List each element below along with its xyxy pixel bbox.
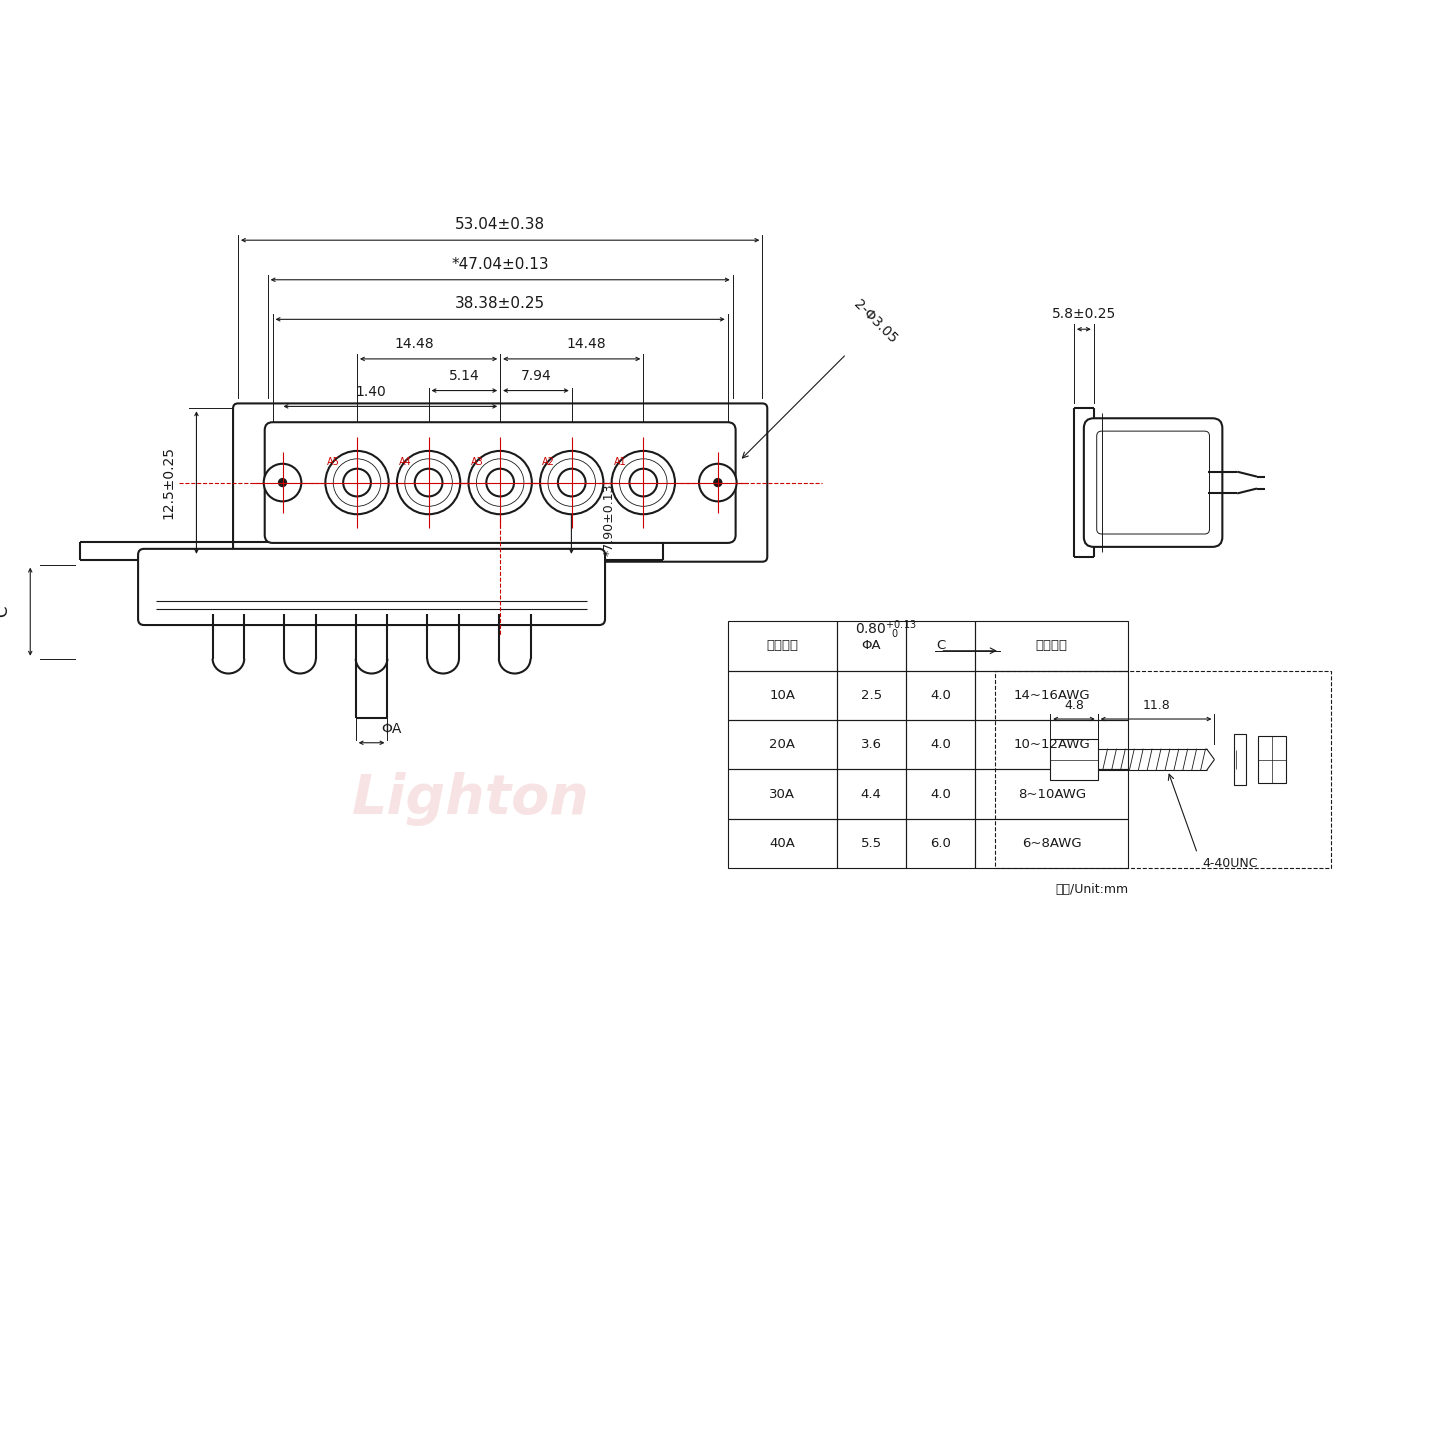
Bar <box>906 671 975 720</box>
Bar <box>906 621 975 671</box>
Text: $0.80^{+0.13}_{\ \ 0}$: $0.80^{+0.13}_{\ \ 0}$ <box>855 618 917 641</box>
Circle shape <box>278 478 287 487</box>
Text: 2.5: 2.5 <box>861 688 881 701</box>
Text: 5.5: 5.5 <box>861 837 881 850</box>
Bar <box>727 621 837 671</box>
Text: *47.04±0.13: *47.04±0.13 <box>451 256 549 272</box>
Text: 5.14: 5.14 <box>449 369 480 383</box>
Text: 4.0: 4.0 <box>930 688 950 701</box>
Text: 7.94: 7.94 <box>521 369 552 383</box>
Text: 10A: 10A <box>769 688 795 701</box>
FancyBboxPatch shape <box>138 549 605 625</box>
Bar <box>837 621 906 671</box>
Bar <box>727 769 837 819</box>
Text: ΦA: ΦA <box>382 721 402 736</box>
Text: 8~10AWG: 8~10AWG <box>1018 788 1086 801</box>
Text: ΦA: ΦA <box>861 639 881 652</box>
Circle shape <box>264 464 301 501</box>
Bar <box>906 769 975 819</box>
Bar <box>1234 734 1246 785</box>
Bar <box>975 819 1129 868</box>
Text: A4: A4 <box>399 456 412 467</box>
Bar <box>1050 739 1097 780</box>
Text: 额定电流: 额定电流 <box>766 639 798 652</box>
Text: A5: A5 <box>327 456 340 467</box>
Text: 1.40: 1.40 <box>356 386 386 399</box>
FancyBboxPatch shape <box>233 403 768 562</box>
Bar <box>906 720 975 769</box>
Text: 5.8±0.25: 5.8±0.25 <box>1051 307 1116 321</box>
Bar <box>837 671 906 720</box>
Bar <box>995 671 1331 868</box>
Text: 11.8: 11.8 <box>1142 698 1169 713</box>
Text: 4-40UNC: 4-40UNC <box>1202 857 1259 870</box>
FancyBboxPatch shape <box>265 422 736 543</box>
Text: C: C <box>936 639 945 652</box>
Text: 53.04±0.38: 53.04±0.38 <box>455 217 546 232</box>
Bar <box>1259 736 1286 783</box>
Bar <box>727 671 837 720</box>
Text: 4.4: 4.4 <box>861 788 881 801</box>
Circle shape <box>698 464 737 501</box>
Bar <box>727 720 837 769</box>
Text: 12.5±0.25: 12.5±0.25 <box>161 446 176 518</box>
Text: 2-Φ3.05: 2-Φ3.05 <box>851 297 900 346</box>
Text: 20A: 20A <box>769 739 795 752</box>
Text: C: C <box>0 606 12 618</box>
Bar <box>975 720 1129 769</box>
Text: 4.0: 4.0 <box>930 739 950 752</box>
Text: *7.90±0.13: *7.90±0.13 <box>602 484 615 556</box>
Circle shape <box>540 451 603 514</box>
Text: A2: A2 <box>541 456 554 467</box>
Bar <box>727 819 837 868</box>
Text: 14.48: 14.48 <box>567 337 606 351</box>
Bar <box>837 819 906 868</box>
Text: 4.0: 4.0 <box>930 788 950 801</box>
Bar <box>975 769 1129 819</box>
Bar <box>906 819 975 868</box>
FancyBboxPatch shape <box>1084 418 1223 547</box>
Circle shape <box>325 451 389 514</box>
Text: 38.38±0.25: 38.38±0.25 <box>455 297 546 311</box>
Bar <box>975 671 1129 720</box>
Circle shape <box>397 451 461 514</box>
Text: 3.6: 3.6 <box>861 739 881 752</box>
Circle shape <box>714 478 721 487</box>
Text: 4.8: 4.8 <box>1064 698 1084 713</box>
Circle shape <box>468 451 531 514</box>
Circle shape <box>612 451 675 514</box>
Text: Lighton: Lighton <box>351 772 589 827</box>
Text: Lighton: Lighton <box>410 445 649 500</box>
Text: 30A: 30A <box>769 788 795 801</box>
Bar <box>837 769 906 819</box>
Text: 14~16AWG: 14~16AWG <box>1014 688 1090 701</box>
Text: 6.0: 6.0 <box>930 837 950 850</box>
Bar <box>837 720 906 769</box>
Text: 6~8AWG: 6~8AWG <box>1022 837 1081 850</box>
Text: 线材规格: 线材规格 <box>1035 639 1067 652</box>
Text: 单位/Unit:mm: 单位/Unit:mm <box>1056 883 1129 896</box>
Text: A3: A3 <box>471 456 484 467</box>
Text: 14.48: 14.48 <box>395 337 433 351</box>
Text: 40A: 40A <box>769 837 795 850</box>
Text: A1: A1 <box>613 456 626 467</box>
Bar <box>975 621 1129 671</box>
Text: 10~12AWG: 10~12AWG <box>1014 739 1090 752</box>
